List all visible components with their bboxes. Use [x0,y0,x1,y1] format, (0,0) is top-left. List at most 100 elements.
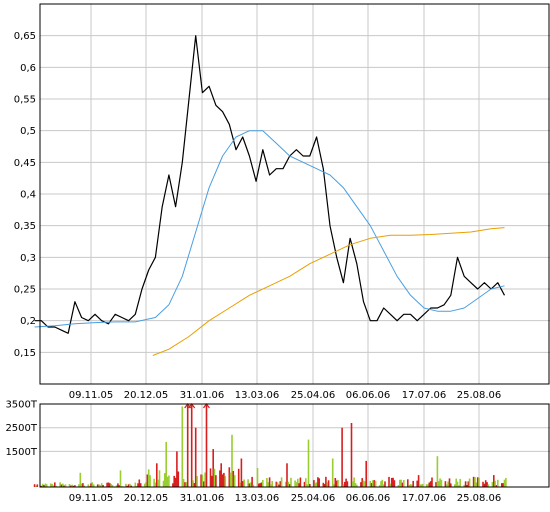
volume-bar [378,485,381,487]
volume-bar [266,478,268,487]
volume-bar [290,477,292,487]
price-x-tick-label: 13.03.06 [235,390,280,401]
volume-bar [146,474,149,487]
volume-bar [129,483,131,487]
volume-bar [99,485,102,487]
volume-bar [192,480,194,487]
volume-bar [252,484,255,487]
volume-bar [436,456,439,487]
volume-bar [157,479,159,487]
volume-bar [431,477,433,487]
volume-bar [409,484,412,487]
volume-bar [341,427,343,487]
volume-bar [464,481,467,487]
volume-bar [60,484,63,487]
volume-bar [166,476,169,487]
volume-bar [342,484,345,487]
price-x-tick-label: 31.01.06 [180,390,225,401]
volume-bar [139,483,142,487]
volume-bar [181,406,184,487]
volume-bar [412,480,414,487]
volume-bar [343,481,346,487]
volume-bar [483,483,486,487]
volume-bar [243,479,245,487]
volume-bar [475,482,478,487]
volume-bar [306,484,308,487]
volume-bar [221,474,224,487]
volume-bar [372,480,374,487]
volume-bar [41,483,44,487]
volume-bar [279,481,282,487]
volume-bar [494,480,496,487]
volume-bar [229,472,232,487]
volume-bar [182,479,185,487]
volume-bar [408,485,410,487]
volume-bar [335,480,338,487]
volume-bar [401,482,404,487]
volume-bar [106,482,108,487]
volume-bar [205,404,208,487]
volume-bar [429,481,432,487]
volume-bar [59,482,61,487]
volume-bar [176,451,178,487]
volume-bar [313,480,315,487]
volume-plot-frame [39,403,550,488]
price-plot-frame [39,3,550,385]
volume-bar [109,483,111,487]
volume-bar [134,482,137,487]
price-y-tick-label: 0,65 [14,31,36,42]
volume-bar [382,484,385,487]
volume-bar [374,480,377,487]
price-y-tick-label: 0,15 [14,348,36,359]
volume-bar [284,481,287,487]
volume-bar [314,482,316,487]
volume-bar [365,460,367,487]
volume-bar [223,472,225,487]
volume-bar [327,480,330,487]
volume-bar [52,485,55,487]
price-y-tick-label: 0,25 [14,285,36,296]
volume-bar [446,484,448,487]
volume-bar [80,483,83,487]
volume-bar [158,470,161,487]
volume-bar [350,423,353,487]
volume-bar [250,482,252,487]
volume-bar [484,480,487,487]
volume-bar [346,481,349,487]
volume-bar [90,483,92,487]
volume-bar [497,479,499,487]
volume-x-tick-label: 25.08.06 [457,493,502,504]
volume-bar [224,476,227,487]
volume-x-tick-label: 25.04.06 [291,493,336,504]
volume-bar [215,475,217,487]
volume-y-tick-label: 2500T [5,423,37,434]
volume-bar [369,481,372,487]
volume-bar [126,485,128,487]
volume-bar [117,483,119,487]
volume-bar [388,476,390,487]
volume-x-tick-label: 17.07.06 [402,493,447,504]
volume-bar [333,484,335,487]
price-x-tick-label: 06.06.06 [346,390,391,401]
price-x-tick-label: 25.04.06 [291,390,336,401]
volume-bar [399,479,401,487]
volume-bar [228,467,231,487]
volume-bar [380,481,382,487]
volume-bar [278,484,280,487]
price-series-price-line [34,35,506,334]
volume-bar [100,483,103,487]
volume-bar [74,485,76,487]
volume-bar [309,484,311,487]
volume-bar [143,483,146,487]
volume-bar [419,484,421,487]
volume-bar [384,481,386,487]
volume-bar [137,483,139,487]
volume-bar [98,484,100,487]
volume-bar [33,484,36,487]
volume-bar [476,477,479,487]
volume-bar [174,477,177,487]
volume-bar [83,485,86,487]
volume-bar [305,478,307,487]
volume-bar [43,485,45,487]
volume-bar [51,483,53,487]
